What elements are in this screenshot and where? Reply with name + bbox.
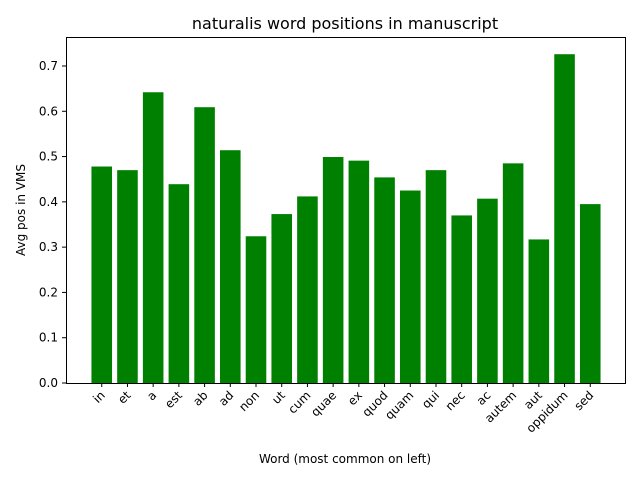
bar-aut (528, 239, 550, 383)
x-tick-label: est (162, 388, 185, 411)
bar-nec (451, 215, 472, 383)
bar-est (168, 184, 190, 383)
bar-a (142, 92, 164, 383)
x-tick-label: a (144, 388, 159, 403)
bar-ab (194, 107, 215, 383)
plot-frame (66, 37, 626, 384)
y-tick-label: 0.2 (39, 285, 58, 299)
bars-group (91, 54, 601, 384)
bar-in (91, 166, 113, 383)
bar-oppidum (554, 54, 575, 384)
y-tick-label: 0.4 (39, 195, 58, 209)
x-tick-label: quae (308, 388, 339, 419)
bar-ex (348, 160, 370, 383)
bar-qui (425, 170, 447, 383)
bar-quod (374, 177, 395, 383)
x-tick-label: nec (443, 388, 468, 413)
bar-et (117, 170, 138, 383)
x-tick-label: ad (216, 388, 236, 408)
bar-ut (271, 214, 293, 383)
x-tick-label: ex (345, 388, 365, 408)
x-tick-label: et (115, 388, 134, 407)
bar-quam (399, 190, 421, 383)
x-tick-label: non (236, 388, 262, 414)
y-tick-label: 0.3 (39, 240, 58, 254)
x-tick-label: in (90, 388, 108, 406)
x-tick-label: ut (269, 388, 288, 407)
chart-title: naturalis word positions in manuscript (192, 14, 498, 33)
x-tick-label: ab (190, 388, 210, 408)
x-tick-label: sed (571, 388, 596, 413)
x-axis-label: Word (most common on left) (259, 452, 431, 466)
x-tick-label: quam (382, 388, 416, 422)
y-tick-label: 0.5 (39, 150, 58, 164)
y-tick-label: 0.0 (39, 376, 58, 390)
x-tick-label: qui (419, 388, 442, 411)
bar-sed (579, 204, 601, 383)
bar-autem (502, 163, 524, 383)
bar-ac (477, 198, 498, 383)
y-tick-label: 0.1 (39, 331, 58, 345)
y-tick-label: 0.6 (39, 104, 58, 118)
bar-quae (322, 157, 344, 383)
bar-cum (297, 196, 318, 383)
y-axis: 0.0 0.1 0.2 0.3 0.4 0.5 0.6 0.7 (39, 59, 66, 390)
x-tick-label: cum (285, 388, 313, 416)
y-axis-label: Avg pos in VMS (14, 164, 28, 256)
x-tick-label: ac (474, 388, 494, 408)
bar-non (245, 236, 267, 383)
bar-ad (220, 150, 241, 383)
y-tick-label: 0.7 (39, 59, 58, 73)
